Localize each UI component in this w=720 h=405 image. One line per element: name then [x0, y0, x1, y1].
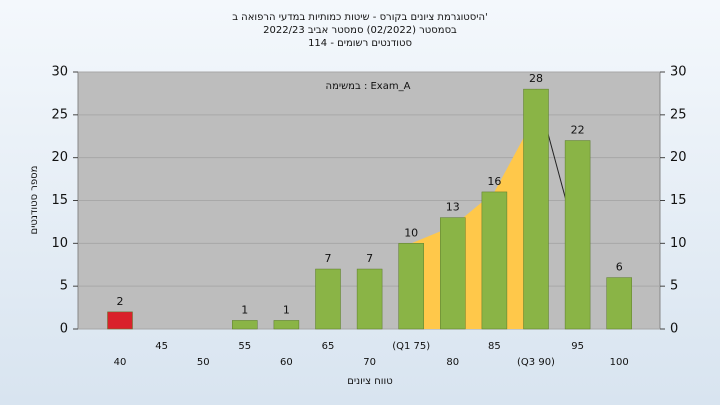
value-label: 7 [366, 252, 373, 265]
value-label: 7 [325, 252, 332, 265]
value-label: 1 [283, 303, 290, 316]
bar [606, 277, 632, 330]
bar [273, 320, 300, 330]
bar [564, 140, 591, 330]
y2-tick-label: 0 [670, 322, 678, 337]
y-axis-label: מספר סטודנטים [29, 166, 40, 235]
y2-tick-label: 25 [670, 107, 687, 122]
value-label: 1 [241, 303, 248, 316]
value-label: 10 [404, 226, 418, 239]
y2-tick-label: 10 [670, 236, 687, 251]
y2-tick-label: 20 [670, 150, 687, 165]
x-tick-label: 60 [280, 357, 293, 368]
x-tick-label: (Q1 75) [392, 341, 430, 352]
value-label: 6 [616, 261, 623, 274]
bar [481, 191, 508, 330]
x-tick-label: (Q3 90) [517, 357, 555, 368]
bar [107, 311, 133, 330]
bar [398, 243, 424, 330]
y2-tick-label: 5 [670, 279, 678, 294]
bar [315, 268, 341, 330]
y2-tick-label: 15 [670, 193, 687, 208]
y-tick-label: 25 [51, 107, 68, 122]
x-tick-label: 100 [610, 357, 629, 368]
bar [523, 88, 549, 330]
value-label: 16 [487, 175, 501, 188]
x-axis-label: טווח ציונים [347, 376, 392, 387]
x-tick-label: 70 [363, 357, 376, 368]
value-label: 22 [571, 124, 585, 137]
chart-subtitle: סטודנטים רשומים - 114 [308, 38, 412, 49]
value-label: 2 [117, 295, 124, 308]
y-tick-label: 0 [60, 322, 68, 337]
value-label: 13 [446, 201, 460, 214]
y2-tick-label: 30 [670, 65, 687, 80]
bar [440, 217, 466, 330]
x-tick-label: 45 [155, 341, 168, 352]
bar [232, 320, 258, 330]
y-tick-label: 30 [51, 65, 68, 80]
value-label: 28 [529, 72, 543, 85]
y-tick-label: 15 [51, 193, 68, 208]
x-tick-label: 95 [571, 341, 584, 352]
x-tick-label: 80 [446, 357, 459, 368]
x-tick-label: 65 [322, 341, 335, 352]
x-tick-label: 50 [197, 357, 210, 368]
y-tick-label: 5 [60, 279, 68, 294]
bar [356, 268, 383, 330]
y-tick-label: 20 [51, 150, 68, 165]
annotation: במשימה : Exam_A [326, 81, 411, 92]
chart-subtitle: בסמסטר (02/2022) סמסטר אביב 2022/23 [263, 25, 457, 36]
x-tick-label: 40 [114, 357, 127, 368]
chart-title: היסטוגרמת ציונים בקורס - שיטות כמותיות ב… [232, 12, 488, 23]
y-tick-label: 10 [51, 236, 68, 251]
x-tick-label: 85 [488, 341, 501, 352]
x-tick-label: 55 [238, 341, 251, 352]
